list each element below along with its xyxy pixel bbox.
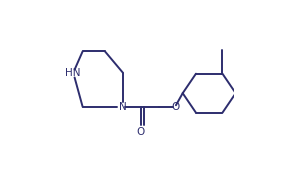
- Text: O: O: [137, 127, 145, 137]
- Text: N: N: [119, 102, 127, 112]
- Text: HN: HN: [65, 68, 80, 78]
- Text: O: O: [171, 102, 179, 112]
